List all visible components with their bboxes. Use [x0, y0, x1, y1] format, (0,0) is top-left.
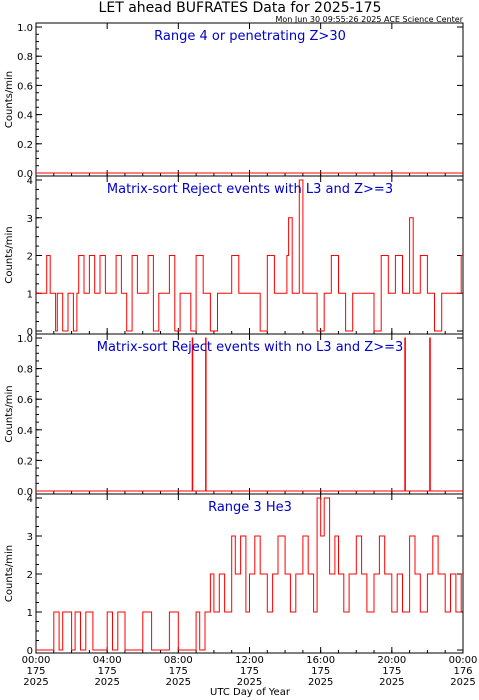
panel-4: 0 1 2 3 4 Counts/min Range 3 He3 [4, 493, 464, 657]
y-tick-label: 0.4 [17, 426, 33, 437]
x-tick-label: 16:00 [306, 655, 335, 666]
y-tick-label: 0.0 [17, 487, 33, 498]
x-tick-label: 20:00 [377, 655, 406, 666]
y-tick-label: 0.4 [17, 111, 33, 122]
y-tick-label: 1.0 [17, 23, 33, 34]
y-tick-label: 0.8 [17, 365, 33, 376]
x-tick-label: 00:00 [22, 655, 51, 666]
y-axis-label: Counts/min [4, 545, 15, 602]
x-tick-label: 04:00 [93, 655, 122, 666]
y-tick-label: 3 [27, 532, 33, 543]
y-tick-label: 0.0 [17, 169, 33, 180]
x-tick-label: 175 [98, 666, 117, 677]
panel-frame [35, 22, 464, 177]
y-tick-label: 0.6 [17, 395, 33, 406]
x-tick-label: 175 [311, 666, 330, 677]
x-tick-label: 2025 [94, 677, 119, 688]
y-tick-label: 0.8 [17, 52, 33, 63]
panel-2: 0 1 2 3 4 Counts/min Matrix-sort Reject events… [4, 175, 464, 338]
x-tick-label: 175 [26, 666, 45, 677]
y-tick-label: 0.2 [17, 140, 33, 151]
x-axis-label: UTC Day of Year [210, 687, 291, 698]
x-tick-label: 2025 [308, 677, 333, 688]
y-axis-label: Counts/min [4, 71, 15, 128]
y-tick-label: 0 [27, 327, 33, 338]
panel-3: 0.0 0.2 0.4 0.6 0.8 1.0 Counts/min Matrix-sort … [4, 333, 464, 498]
y-tick-label: 1 [27, 608, 33, 619]
y-tick-label: 0 [27, 646, 33, 657]
y-tick-label: 0.6 [17, 81, 33, 92]
chart-title: LET ahead BUFRATES Data for 2025-175 [99, 0, 382, 16]
y-tick-label: 2 [27, 252, 33, 263]
x-tick-label: 175 [382, 666, 401, 677]
series-line [36, 497, 463, 651]
x-tick-label: 175 [240, 666, 259, 677]
y-tick-label: 4 [27, 494, 33, 505]
y-axis-label: Counts/min [4, 385, 15, 442]
x-tick-label: 2025 [166, 677, 191, 688]
x-tick-label: 175 [169, 666, 188, 677]
x-tick-label: 00:00 [449, 655, 478, 666]
y-tick-label: 2 [27, 570, 33, 581]
y-tick-label: 4 [27, 176, 33, 187]
timestamp-label: Mon Jun 30 09:55:26 2025 ACE Science Cen… [275, 15, 463, 24]
series-line [36, 179, 463, 332]
panel-title: Range 4 or penetrating Z>30 [154, 29, 346, 44]
panel-title: Matrix-sort Reject events with no L3 and… [97, 340, 404, 355]
x-tick-label: 2025 [237, 677, 262, 688]
series-line [36, 337, 463, 492]
y-tick-label: 1.0 [17, 334, 33, 345]
panel-frame [35, 333, 464, 495]
x-tick-label: 12:00 [235, 655, 264, 666]
x-tick-label: 2025 [379, 677, 404, 688]
x-tick-label: 176 [453, 666, 472, 677]
x-tick-label: 08:00 [164, 655, 193, 666]
y-tick-label: 1 [27, 289, 33, 300]
y-axis-label: Counts/min [4, 226, 15, 283]
y-tick-label: 3 [27, 214, 33, 225]
x-tick-label: 2025 [450, 677, 475, 688]
y-tick-label: 0.2 [17, 456, 33, 467]
x-tick-label: 2025 [23, 677, 48, 688]
panel-title: Matrix-sort Reject events with L3 and Z>… [107, 182, 393, 197]
panel-title: Range 3 He3 [208, 500, 292, 515]
panel-1: 0.0 0.2 0.4 0.6 0.8 1.0 Counts/min Range 4 or p… [4, 22, 464, 180]
